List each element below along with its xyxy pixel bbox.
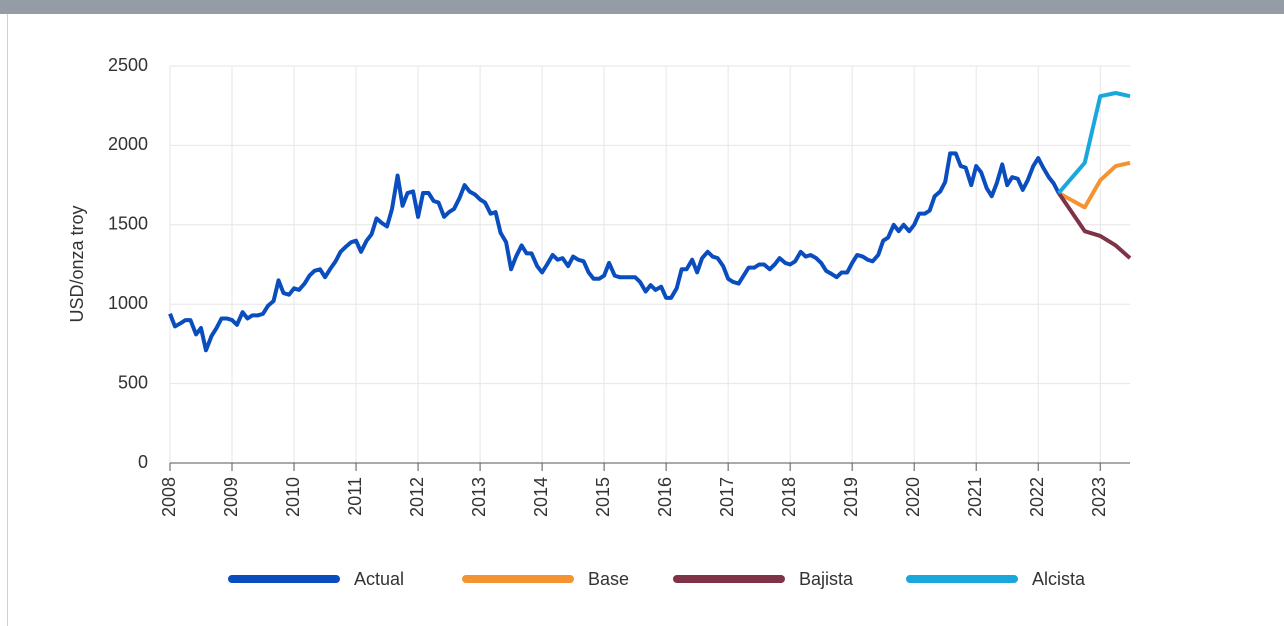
x-tick-label: 2018 — [779, 477, 799, 517]
legend-label: Alcista — [1032, 569, 1086, 589]
line-series — [1057, 191, 1132, 260]
y-tick-label: 500 — [118, 372, 148, 392]
legend-label: Actual — [354, 569, 404, 589]
x-tick-label: 2017 — [717, 477, 737, 517]
line-series — [1057, 90, 1131, 195]
legend-label: Bajista — [799, 569, 854, 589]
x-tick-label: 2009 — [221, 477, 241, 517]
y-axis-label: USD/onza troy — [67, 205, 87, 322]
top-bar — [0, 0, 1284, 14]
x-tick-label: 2023 — [1089, 477, 1109, 517]
x-tick-label: 2019 — [841, 477, 861, 517]
legend-label: Base — [588, 569, 629, 589]
y-tick-label: 1000 — [108, 293, 148, 313]
y-tick-label: 2000 — [108, 134, 148, 154]
x-tick-label: 2014 — [531, 477, 551, 517]
x-tick-label: 2020 — [903, 477, 923, 517]
x-tick-label: 2013 — [469, 477, 489, 517]
x-tick-label: 2015 — [593, 477, 613, 517]
x-tick-label: 2012 — [407, 477, 427, 517]
line-series — [168, 151, 1061, 353]
x-tick-label: 2008 — [159, 477, 179, 517]
y-tick-label: 2500 — [108, 55, 148, 75]
y-tick-label: 0 — [138, 452, 148, 472]
y-tick-label: 1500 — [108, 214, 148, 234]
x-tick-label: 2022 — [1027, 477, 1047, 517]
x-tick-label: 2011 — [345, 477, 365, 516]
x-tick-label: 2016 — [655, 477, 675, 517]
x-tick-label: 2021 — [965, 477, 985, 517]
x-tick-label: 2010 — [283, 477, 303, 517]
line-series — [1057, 160, 1131, 210]
